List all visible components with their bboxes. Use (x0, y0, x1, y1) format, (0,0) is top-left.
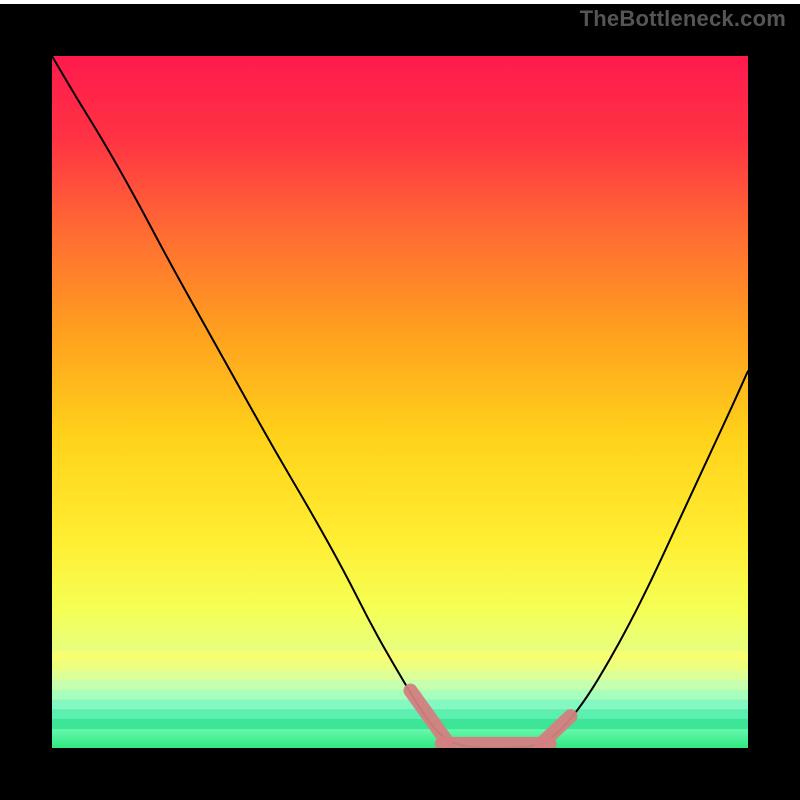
gradient-background (52, 56, 748, 748)
banding-lines (52, 651, 748, 729)
chart-root: TheBottleneck.com (0, 0, 800, 800)
chart-svg (0, 0, 800, 800)
watermark-text: TheBottleneck.com (580, 6, 786, 32)
